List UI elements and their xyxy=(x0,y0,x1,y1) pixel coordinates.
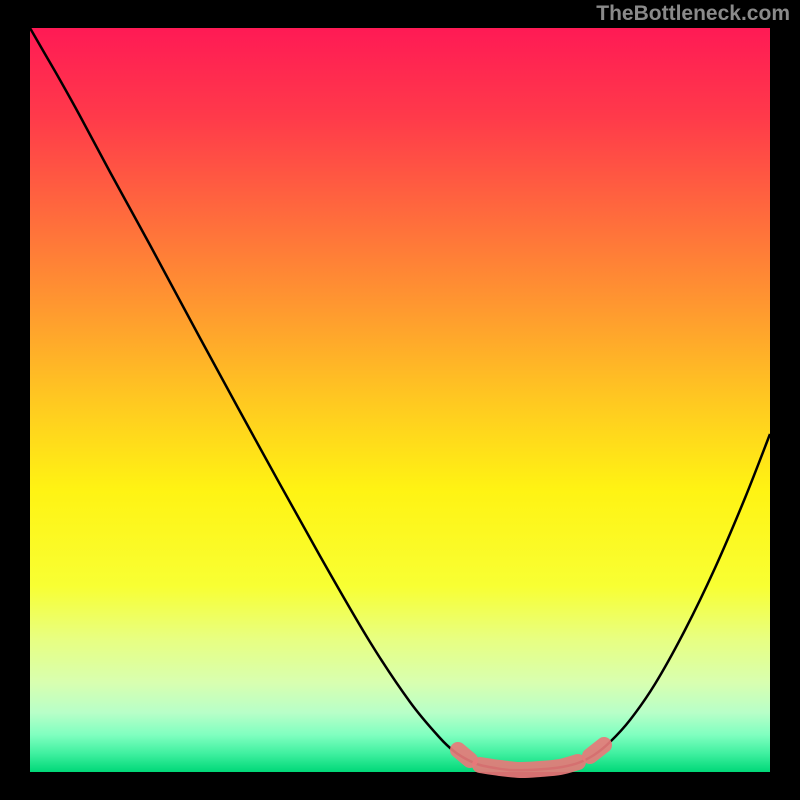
plot-background xyxy=(30,28,770,772)
highlight-segment xyxy=(458,750,470,760)
watermark-text: TheBottleneck.com xyxy=(596,2,790,26)
chart-svg xyxy=(0,0,800,800)
highlight-segment xyxy=(480,762,578,770)
chart-container: TheBottleneck.com xyxy=(0,0,800,800)
highlight-segment xyxy=(590,745,604,756)
